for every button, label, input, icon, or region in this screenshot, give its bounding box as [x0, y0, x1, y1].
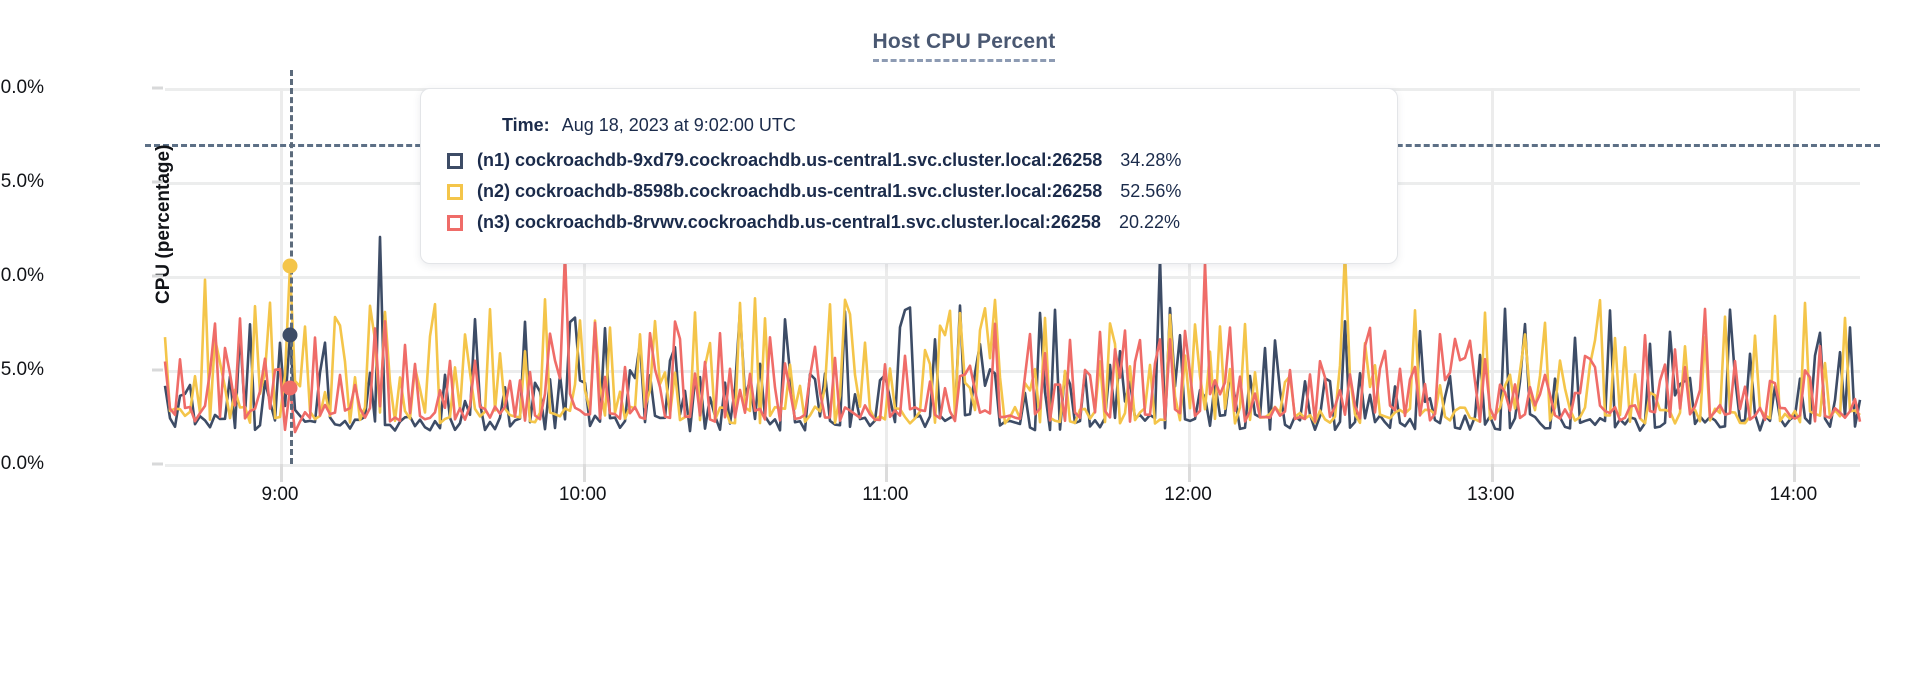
gridline [165, 276, 1860, 279]
tooltip-series-value: 20.22% [1118, 212, 1180, 232]
y-tick-mark [152, 274, 163, 278]
hover-marker-n2 [282, 258, 298, 274]
y-tick-mark [152, 462, 163, 466]
x-tick-mark [1188, 464, 1192, 482]
tooltip-series-name: (n3) cockroachdb-8rvwv.cockroachdb.us-ce… [477, 212, 1101, 232]
y-axis-label: CPU (percentage) [153, 144, 174, 304]
y-tick-label: 75.0% [0, 171, 44, 192]
vertical-gridline [1490, 88, 1494, 464]
x-tick-label: 11:00 [862, 484, 909, 505]
tooltip-series-name: (n1) cockroachdb-9xd79.cockroachdb.us-ce… [477, 150, 1103, 170]
y-tick-label: 50.0% [0, 265, 44, 286]
tooltip-series-value: 52.56% [1120, 181, 1182, 201]
vertical-gridline [885, 88, 889, 464]
x-tick-mark [582, 464, 586, 482]
legend-swatch-icon [447, 152, 463, 169]
x-tick-label: 14:00 [1769, 484, 1818, 505]
tooltip-series-name: (n2) cockroachdb-8598b.cockroachdb.us-ce… [477, 181, 1103, 201]
series-line-n2 [163, 250, 1861, 425]
tooltip-row: (n3) cockroachdb-8rvwv.cockroachdb.us-ce… [447, 212, 1371, 233]
y-tick-label: 25.0% [0, 359, 44, 380]
hover-marker-n1 [282, 327, 298, 343]
x-tick-mark [1490, 464, 1494, 482]
series-line-n3 [163, 252, 1862, 434]
y-tick-label: 100.0% [0, 77, 44, 98]
gridline [165, 370, 1860, 373]
legend-swatch-icon [447, 183, 463, 200]
vertical-gridline [1793, 88, 1797, 464]
x-tick-label: 9:00 [261, 484, 299, 505]
tooltip-row: (n1) cockroachdb-9xd79.cockroachdb.us-ce… [447, 150, 1371, 171]
x-tick-mark [885, 464, 889, 482]
vertical-gridline [280, 88, 284, 464]
x-tick-label: 10:00 [558, 484, 607, 505]
x-tick-mark [280, 464, 284, 482]
tooltip-time-label: Time: [502, 115, 550, 135]
y-tick-mark [152, 368, 163, 372]
series-lines [163, 235, 1862, 434]
x-tick-label: 12:00 [1164, 484, 1212, 505]
hover-marker-n3 [282, 380, 298, 396]
tooltip-time-row: Time: Aug 18, 2023 at 9:02:00 UTC [447, 115, 1371, 136]
tooltip-series-rows: (n1) cockroachdb-9xd79.cockroachdb.us-ce… [447, 150, 1371, 233]
y-tick-mark [152, 86, 163, 90]
tooltip-series-value: 34.28% [1120, 150, 1182, 170]
chart-title: Host CPU Percent [0, 30, 1928, 62]
vertical-gridline [582, 88, 586, 464]
tooltip-row: (n2) cockroachdb-8598b.cockroachdb.us-ce… [447, 181, 1371, 202]
x-tick-mark [1793, 464, 1797, 482]
gridline [165, 464, 1860, 467]
vertical-gridline [1188, 88, 1192, 464]
tooltip-time-value: Aug 18, 2023 at 9:02:00 UTC [561, 115, 796, 135]
x-tick-label: 13:00 [1466, 484, 1515, 505]
chart-title-text: Host CPU Percent [872, 30, 1056, 62]
hover-tooltip: Time: Aug 18, 2023 at 9:02:00 UTC (n1) c… [420, 88, 1398, 264]
y-tick-mark [152, 180, 163, 184]
legend-swatch-icon [447, 214, 463, 231]
y-tick-label: 0.0% [0, 453, 44, 474]
